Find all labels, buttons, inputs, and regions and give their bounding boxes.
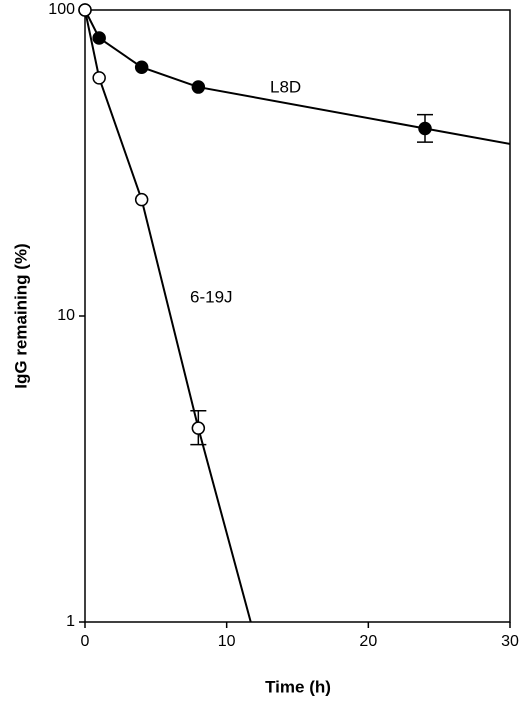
data-point (191, 80, 206, 94)
y-tick-label: 10 (57, 307, 75, 324)
data-point (191, 421, 206, 435)
y-tick-label: 100 (48, 1, 75, 18)
x-tick-label: 0 (81, 633, 90, 650)
x-tick-label: 30 (501, 633, 519, 650)
x-axis-title: Time (h) (265, 677, 331, 696)
series-label: L8D (270, 77, 301, 96)
series-label: 6-19J (190, 287, 233, 306)
data-point (92, 31, 106, 45)
data-point (134, 192, 149, 207)
y-axis-title: IgG remaining (%) (11, 243, 30, 388)
data-point (418, 121, 432, 136)
x-tick-label: 20 (359, 633, 377, 650)
trend-line (84, 9, 252, 623)
x-tick-label: 10 (218, 633, 236, 650)
plot-frame (84, 9, 511, 623)
y-tick-label: 1 (66, 613, 75, 630)
data-point (134, 60, 149, 74)
data-point (92, 71, 106, 85)
data-point (78, 3, 92, 17)
